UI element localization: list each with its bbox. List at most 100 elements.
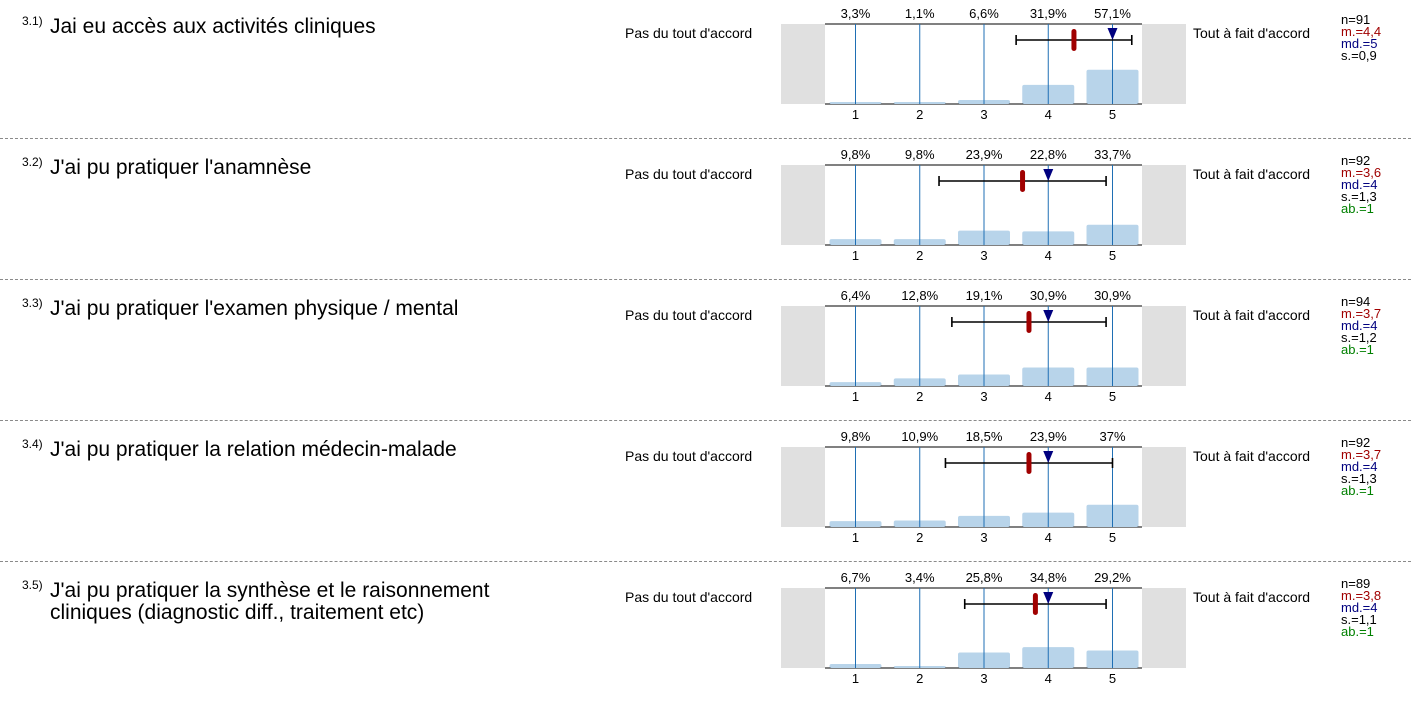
stats-block: n=92 m.=3,6 md.=4 s.=1,3 ab.=1	[1341, 154, 1382, 216]
tick-label: 4	[1045, 248, 1052, 263]
stat-mean: m.=3,8	[1341, 588, 1382, 603]
percent-label: 23,9%	[1030, 429, 1067, 444]
percent-label: 6,7%	[841, 570, 871, 585]
question-text: J'ai pu pratiquer l'examen physique / me…	[50, 297, 459, 320]
question-number: 3.1)	[22, 14, 43, 28]
scale-right-label: Tout à fait d'accord	[1193, 166, 1311, 182]
percent-label: 10,9%	[901, 429, 938, 444]
question-row: 3.5) J'ai pu pratiquer la synthèse et le …	[0, 564, 1411, 705]
left-side-panel	[781, 306, 825, 386]
scale-right-label: Tout à fait d'accord	[1193, 307, 1311, 323]
row-separator	[0, 561, 1411, 562]
percent-label: 33,7%	[1094, 147, 1131, 162]
stat-median: md.=5	[1341, 36, 1378, 51]
question-row: 3.1) Jai eu accès aux activités cliniques…	[0, 0, 1411, 141]
stat-median: md.=4	[1341, 600, 1378, 615]
scale-left-label: Pas du tout d'accord	[625, 307, 753, 323]
scale-left-label: Pas du tout d'accord	[625, 448, 753, 464]
question-number: 3.3)	[22, 296, 43, 310]
tick-label: 4	[1045, 107, 1052, 122]
stat-mean: m.=3,7	[1341, 306, 1382, 321]
tick-label: 2	[916, 107, 923, 122]
stat-sd: s.=1,1	[1341, 612, 1377, 627]
tick-label: 4	[1045, 389, 1052, 404]
percent-label: 1,1%	[905, 6, 935, 21]
scale-left-label: Pas du tout d'accord	[625, 589, 753, 605]
tick-label: 2	[916, 530, 923, 545]
question-text: J'ai pu pratiquer la synthèse et le rais…	[50, 579, 490, 624]
percent-label: 9,8%	[841, 429, 871, 444]
right-side-panel	[1142, 306, 1186, 386]
scale-right-label: Tout à fait d'accord	[1193, 589, 1311, 605]
tick-label: 1	[852, 107, 859, 122]
tick-label: 5	[1109, 389, 1116, 404]
likert-chart: 3,3% 1,1% 6,6% 31,9% 57,1% 1 2 3 4 5	[781, 6, 1186, 122]
percent-label: 34,8%	[1030, 570, 1067, 585]
stats-block: n=92 m.=3,7 md.=4 s.=1,3 ab.=1	[1341, 436, 1381, 498]
percent-label: 12,8%	[901, 288, 938, 303]
stat-median: md.=4	[1341, 318, 1378, 333]
percent-label: 31,9%	[1030, 6, 1067, 21]
left-side-panel	[781, 24, 825, 104]
question-text: J'ai pu pratiquer l'anamnèse	[50, 156, 312, 179]
scale-left-label: Pas du tout d'accord	[625, 25, 753, 41]
question-number: 3.4)	[22, 437, 43, 451]
scale-right-label: Tout à fait d'accord	[1193, 448, 1311, 464]
median-marker	[1107, 28, 1118, 40]
stat-n: n=94	[1341, 294, 1371, 309]
tick-label: 1	[852, 671, 859, 686]
tick-label: 5	[1109, 530, 1116, 545]
scale-left-label: Pas du tout d'accord	[625, 166, 753, 182]
question-text: J'ai pu pratiquer la relation médecin-ma…	[50, 438, 457, 461]
stat-abstentions: ab.=1	[1341, 201, 1374, 216]
right-side-panel	[1142, 588, 1186, 668]
left-side-panel	[781, 447, 825, 527]
percent-label: 3,3%	[841, 6, 871, 21]
stats-block: n=94 m.=3,7 md.=4 s.=1,2 ab.=1	[1341, 294, 1382, 357]
question-row: 3.2) J'ai pu pratiquer l'anamnèse Pas du t…	[0, 141, 1411, 282]
mean-marker	[1026, 311, 1032, 333]
tick-label: 3	[980, 671, 987, 686]
stat-sd: s.=1,3	[1341, 471, 1377, 486]
median-marker	[1043, 451, 1054, 463]
percent-label: 30,9%	[1030, 288, 1067, 303]
stat-sd: s.=1,3	[1341, 189, 1377, 204]
percent-label: 9,8%	[905, 147, 935, 162]
percent-label: 29,2%	[1094, 570, 1131, 585]
tick-label: 4	[1045, 671, 1052, 686]
median-marker	[1043, 310, 1054, 322]
right-side-panel	[1142, 447, 1186, 527]
percent-label: 37%	[1099, 429, 1125, 444]
stat-sd: s.=0,9	[1341, 48, 1377, 63]
stat-mean: m.=3,6	[1341, 165, 1382, 180]
percent-label: 19,1%	[966, 288, 1003, 303]
question-row: 3.4) J'ai pu pratiquer la relation médeci…	[0, 423, 1411, 564]
stat-abstentions: ab.=1	[1341, 483, 1374, 498]
percent-label: 57,1%	[1094, 6, 1131, 21]
tick-label: 3	[980, 389, 987, 404]
mean-marker	[1071, 29, 1077, 51]
stat-abstentions: ab.=1	[1341, 342, 1374, 357]
row-separator	[0, 138, 1411, 139]
right-side-panel	[1142, 24, 1186, 104]
question-row: 3.3) J'ai pu pratiquer l'examen physique …	[0, 282, 1411, 423]
tick-label: 5	[1109, 248, 1116, 263]
row-separator	[0, 279, 1411, 280]
stat-n: n=91	[1341, 12, 1371, 27]
mean-marker	[1020, 170, 1026, 192]
likert-chart: 6,4% 12,8% 19,1% 30,9% 30,9% 1 2 3 4 5	[781, 288, 1186, 404]
tick-label: 3	[980, 530, 987, 545]
percent-label: 3,4%	[905, 570, 935, 585]
likert-chart: 9,8% 9,8% 23,9% 22,8% 33,7% 1 2 3 4 5	[781, 147, 1186, 263]
tick-label: 5	[1109, 107, 1116, 122]
stats-block: n=89 m.=3,8 md.=4 s.=1,1 ab.=1	[1341, 577, 1382, 639]
percent-label: 18,5%	[966, 429, 1003, 444]
percent-label: 22,8%	[1030, 147, 1067, 162]
stat-sd: s.=1,2	[1341, 330, 1377, 345]
percent-label: 6,4%	[841, 288, 871, 303]
stat-abstentions: ab.=1	[1341, 624, 1374, 639]
percent-label: 6,6%	[969, 6, 999, 21]
mean-marker	[1026, 452, 1032, 474]
median-marker	[1043, 592, 1054, 604]
median-marker	[1043, 169, 1054, 181]
